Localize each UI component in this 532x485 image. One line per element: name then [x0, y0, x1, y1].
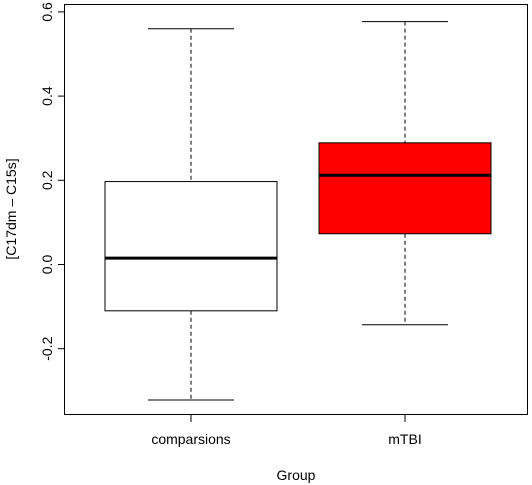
plot-frame: [64, 4, 528, 415]
x-axis: comparsions mTBI: [151, 415, 422, 447]
iqr-box: [318, 142, 492, 235]
box-comparsions: [104, 28, 278, 401]
x-tick-label: mTBI: [388, 431, 421, 447]
y-tick-label: -0.2: [39, 336, 55, 360]
y-tick-label: 0.6: [39, 2, 55, 22]
y-tick-label: 0.2: [39, 170, 55, 190]
boxes: [104, 21, 492, 401]
iqr-box: [104, 181, 278, 312]
box-mTBI: [318, 21, 492, 326]
x-axis-label: Group: [277, 467, 316, 483]
y-axis: -0.2 0.0 0.2 0.4 0.6: [39, 2, 65, 361]
y-tick-label: 0.0: [39, 255, 55, 275]
x-tick-label: comparsions: [151, 431, 230, 447]
y-axis-label: [C17dm – C15s]: [3, 158, 19, 259]
y-tick-label: 0.4: [39, 86, 55, 106]
